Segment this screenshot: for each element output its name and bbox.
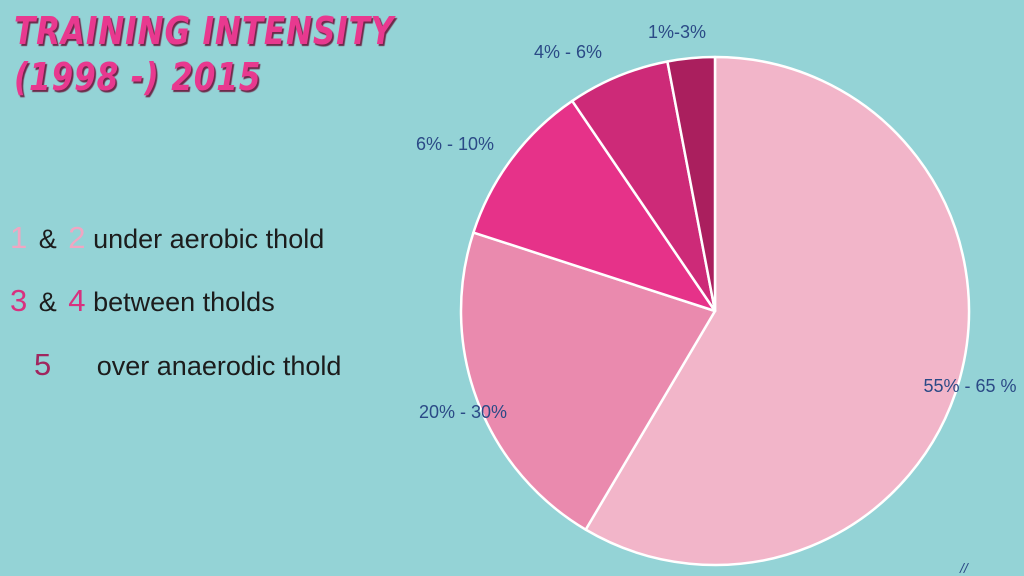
legend-num-5: 5 xyxy=(34,347,52,382)
legend-row-zones-3-4: 3 & 4 between tholds xyxy=(10,283,275,319)
chart-title: TRAINING INTENSITY (1998 -) 2015 xyxy=(14,8,394,100)
slice-label: 55% - 65 % xyxy=(923,376,1016,396)
pie-slice xyxy=(472,99,717,313)
slice-label: 6% - 10% xyxy=(416,134,494,154)
pie-slice xyxy=(459,231,717,531)
footer-mark: // xyxy=(960,560,968,576)
title-line-1: TRAINING INTENSITY xyxy=(14,9,395,53)
pie-slice xyxy=(666,55,717,313)
slice-label: 1%-3% xyxy=(648,22,706,42)
legend-text: under aerobic thold xyxy=(93,224,325,254)
legend-amp: & xyxy=(38,287,57,317)
title-line-2: (1998 -) 2015 xyxy=(14,55,262,99)
pie-slice xyxy=(584,55,971,567)
legend-num-1: 1 xyxy=(10,220,28,255)
legend-num-2: 2 xyxy=(68,220,86,255)
legend-amp: & xyxy=(38,224,57,254)
legend-num-4: 4 xyxy=(68,283,86,318)
legend-text: between tholds xyxy=(93,287,275,317)
pie-slices xyxy=(459,55,971,567)
legend-row-zone-5: 5 over anaerodic thold xyxy=(34,347,341,383)
legend-row-zones-1-2: 1 & 2 under aerobic thold xyxy=(10,220,324,256)
legend-num-3: 3 xyxy=(10,283,28,318)
slice-label: 20% - 30% xyxy=(419,402,507,422)
slice-label: 4% - 6% xyxy=(534,42,602,62)
pie-labels: 55% - 65 % 20% - 30% 6% - 10% 4% - 6% 1%-3% xyxy=(416,22,1017,422)
zone-legend: 1 & 2 under aerobic thold 3 & 4 between … xyxy=(0,0,420,420)
legend-text: over anaerodic thold xyxy=(96,351,342,381)
